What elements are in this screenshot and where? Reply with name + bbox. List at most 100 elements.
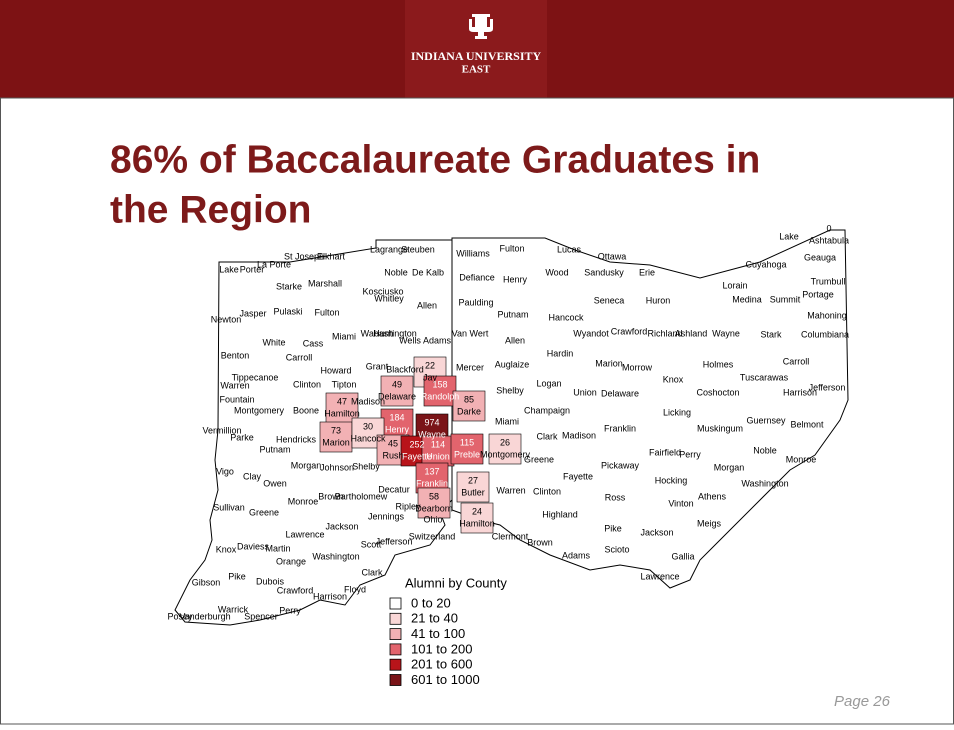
county-name: Morrow (622, 362, 653, 372)
county-name: Putnam (259, 444, 290, 454)
county-name: Huntington (373, 328, 417, 338)
county-name: Hardin (547, 348, 574, 358)
county-name: Lake (219, 264, 239, 274)
county-name: Brown (527, 537, 553, 547)
county-name: White (262, 337, 285, 347)
county-name: Guernsey (746, 415, 786, 425)
county-name: Franklin (416, 478, 448, 488)
county-name: De Kalb (412, 267, 444, 277)
county-name: Fulton (314, 307, 339, 317)
county-name: Vanderburgh (179, 611, 230, 621)
county-name: Highland (542, 509, 578, 519)
county-name: Fountain (219, 394, 254, 404)
county-name: Spencer (244, 611, 278, 621)
county-name: Sullivan (213, 502, 245, 512)
county-name: Warren (496, 485, 525, 495)
county-name: Jay (423, 372, 438, 382)
county-name: Adams (562, 550, 591, 560)
county-name: Montgomery (480, 449, 531, 459)
county-name: Mercer (456, 362, 484, 372)
county-name: Holmes (703, 359, 734, 369)
county-name: Harrison (783, 387, 817, 397)
county-name: Muskingum (697, 423, 743, 433)
county-name: Brown (318, 491, 344, 501)
county-name: Boone (293, 405, 319, 415)
county-name: Ottawa (598, 251, 627, 261)
county-name: Lawrence (285, 529, 324, 539)
legend-label: 201 to 600 (411, 657, 472, 672)
county-name: Greene (249, 507, 279, 517)
county-name: Noble (384, 267, 408, 277)
county-name: Hancock (548, 312, 584, 322)
county-name: Medina (732, 294, 762, 304)
county-name: Richland (647, 328, 682, 338)
county-name: Decatur (378, 484, 410, 494)
county-name: Wells (399, 335, 421, 345)
county-name: Rush (382, 450, 403, 460)
county-name: Porter (240, 264, 265, 274)
county-name: Clark (536, 431, 558, 441)
county-name: Wyandot (573, 328, 609, 338)
county-area (380, 375, 414, 407)
county-name: Switzerland (409, 531, 456, 541)
county-name: Carroll (286, 352, 313, 362)
county-area (452, 390, 486, 422)
county-area (380, 408, 414, 440)
county-area (460, 502, 494, 534)
county-name: Pike (228, 571, 246, 581)
county-name: Bartholomew (335, 491, 388, 501)
county-name: Ohio (423, 514, 442, 524)
county-name: Champaign (524, 405, 570, 415)
county-name: Steuben (401, 244, 435, 254)
county-name: Huron (646, 295, 671, 305)
county-name: Henry (503, 274, 528, 284)
county-value: 252 (409, 439, 424, 449)
county-value: 158 (432, 379, 447, 389)
county-name: Noble (753, 445, 777, 455)
county-name: Stark (760, 329, 782, 339)
county-value: 30 (363, 421, 373, 431)
county-name: Floyd (344, 584, 366, 594)
county-name: Fayette (402, 451, 432, 461)
county-name: Pulaski (273, 306, 302, 316)
county-name: Geauga (804, 252, 836, 262)
county-name: Belmont (790, 419, 824, 429)
county-name: Wood (545, 267, 568, 277)
county-name: Tuscarawas (740, 372, 789, 382)
legend-swatch (389, 597, 402, 610)
county-name: Starke (276, 281, 302, 291)
county-name: Clermont (492, 531, 529, 541)
county-name: Adams (423, 335, 452, 345)
county-name: Miami (332, 331, 356, 341)
county-value: 115 (460, 437, 474, 447)
county-name: Warrick (218, 604, 249, 614)
county-name: Greene (524, 454, 554, 464)
county-area (423, 375, 457, 407)
county-name: Erie (639, 267, 655, 277)
county-name: Knox (663, 374, 684, 384)
county-name: Montgomery (234, 405, 285, 415)
county-name: Coshocton (696, 387, 739, 397)
county-name: Whitley (374, 293, 404, 303)
county-name: Athens (698, 491, 727, 501)
county-name: Madison (562, 430, 596, 440)
county-name: Lucas (557, 244, 582, 254)
legend-label: 21 to 40 (411, 611, 458, 626)
county-name: Sandusky (584, 267, 624, 277)
county-name: Henry (385, 424, 410, 434)
county-value: 58 (429, 491, 439, 501)
legend-swatch (389, 658, 402, 671)
county-name: Vinton (668, 498, 693, 508)
county-name: Portage (802, 289, 834, 299)
page-number: Page 26 (834, 693, 891, 710)
county-name: Trumbull (811, 276, 846, 286)
county-name: Dearborn (415, 503, 453, 513)
county-name: Columbiana (801, 329, 849, 339)
title-line: 86% of Baccalaureate Graduates in (110, 138, 760, 181)
county-name: Dubois (256, 576, 285, 586)
county-name: Putnam (497, 309, 528, 319)
county-name: Auglaize (495, 359, 530, 369)
county-name: Mahoning (807, 310, 847, 320)
county-name: Perry (279, 605, 301, 615)
county-name: Van Wert (452, 328, 489, 338)
